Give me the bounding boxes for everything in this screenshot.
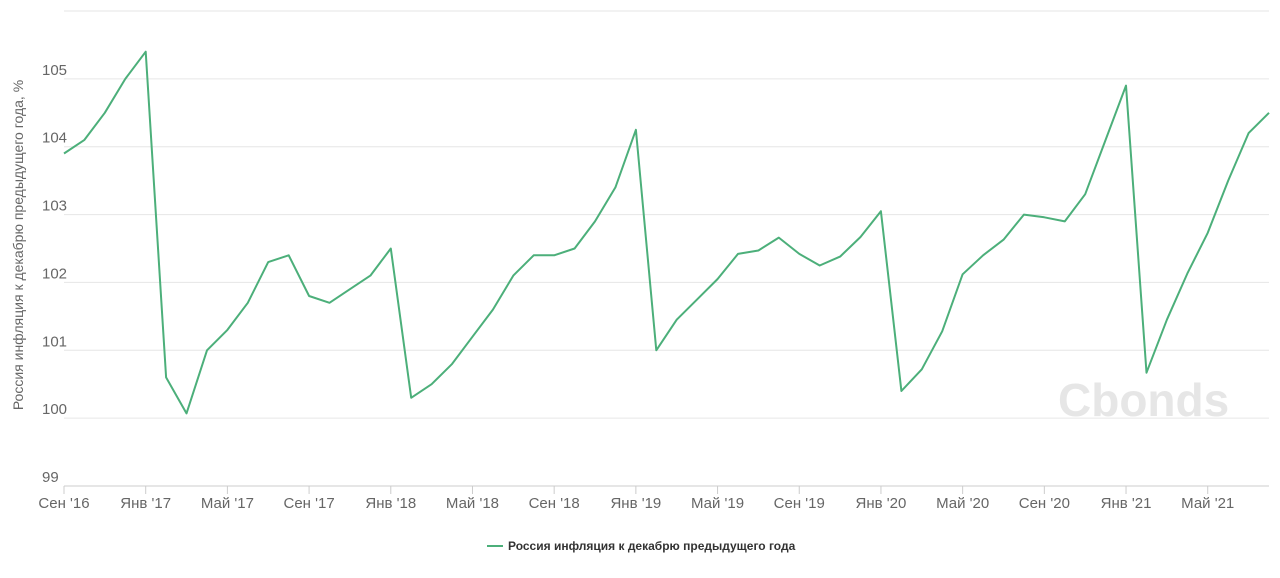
data-point[interactable] [222,325,232,335]
x-tick-label: Май '19 [691,495,744,512]
data-point[interactable] [999,235,1009,245]
data-point[interactable] [202,345,212,355]
data-point[interactable] [59,149,69,159]
data-point[interactable] [1264,108,1274,118]
data-point[interactable] [1060,216,1070,226]
data-point[interactable] [1019,210,1029,220]
y-tick-label: 104 [42,130,67,147]
data-point[interactable] [1080,189,1090,199]
x-tick-label: Май '17 [201,495,254,512]
y-tick-label: 105 [42,62,67,79]
data-point[interactable] [570,244,580,254]
data-point[interactable] [937,326,947,336]
x-tick-label: Янв '18 [365,495,416,512]
data-point[interactable] [263,257,273,267]
data-point[interactable] [1162,315,1172,325]
data-point[interactable] [590,216,600,226]
data-point[interactable] [794,249,804,259]
x-tick-label: Сен '20 [1019,495,1070,512]
data-point[interactable] [692,294,702,304]
y-tick-label: 99 [42,469,59,486]
data-point[interactable] [896,386,906,396]
data-point[interactable] [345,284,355,294]
data-point[interactable] [325,298,335,308]
data-point[interactable] [1039,212,1049,222]
data-point[interactable] [243,298,253,308]
x-tick-label: Май '18 [446,495,499,512]
data-point[interactable] [1142,368,1152,378]
x-tick-label: Янв '21 [1101,495,1152,512]
data-point[interactable] [386,244,396,254]
data-point[interactable] [978,250,988,260]
y-axis-label: Россия инфляция к декабрю предыдущего го… [10,80,26,410]
data-point[interactable] [672,315,682,325]
data-point[interactable] [427,379,437,389]
data-point[interactable] [284,250,294,260]
data-point[interactable] [1223,176,1233,186]
data-point[interactable] [774,233,784,243]
x-tick-label: Сен '18 [529,495,580,512]
data-point[interactable] [1101,135,1111,145]
x-axis: Сен '16 Янв '17 Май '17 Сен '17 Янв '18 Май '… [38,485,1269,512]
data-point[interactable] [651,345,661,355]
x-tick-label: Янв '17 [120,495,171,512]
data-point[interactable] [447,359,457,369]
x-tick-label: Май '20 [936,495,989,512]
series-layer [59,47,1274,418]
data-point[interactable] [508,271,518,281]
data-point[interactable] [161,372,171,382]
data-point[interactable] [529,250,539,260]
data-point[interactable] [1203,228,1213,238]
y-axis-ticks: 99 100 101 102 103 104 105 [42,62,67,486]
data-point[interactable] [488,305,498,315]
data-point[interactable] [468,332,478,342]
y-tick-label: 101 [42,333,67,350]
data-point[interactable] [100,108,110,118]
legend[interactable]: Россия инфляция к декабрю предыдущего го… [487,539,796,553]
data-point[interactable] [733,249,743,259]
data-point[interactable] [835,252,845,262]
data-point[interactable] [549,250,559,260]
cbonds-watermark: Cbonds [1058,374,1229,426]
data-point[interactable] [856,232,866,242]
data-point[interactable] [610,182,620,192]
x-tick-label: Май '21 [1181,495,1234,512]
data-point[interactable] [79,135,89,145]
data-point[interactable] [182,408,192,418]
data-point[interactable] [713,274,723,284]
data-point[interactable] [304,291,314,301]
data-point[interactable] [631,125,641,135]
x-tick-label: Янв '20 [856,495,907,512]
data-point[interactable] [753,246,763,256]
data-point[interactable] [815,261,825,271]
data-point[interactable] [1182,269,1192,279]
data-point[interactable] [917,364,927,374]
x-tick-label: Сен '19 [774,495,825,512]
x-tick-label: Сен '17 [283,495,334,512]
legend-label[interactable]: Россия инфляция к декабрю предыдущего го… [508,539,796,553]
data-point[interactable] [876,206,886,216]
data-point[interactable] [141,47,151,57]
x-tick-label: Янв '19 [610,495,661,512]
series-line[interactable] [63,50,1270,415]
data-point[interactable] [406,393,416,403]
data-point[interactable] [958,269,968,279]
gridlines [64,10,1269,419]
data-point[interactable] [365,271,375,281]
y-tick-label: 102 [42,265,67,282]
data-point[interactable] [120,74,130,84]
x-tick-label: Сен '16 [38,495,89,512]
y-tick-label: 100 [42,401,67,418]
data-point[interactable] [1121,81,1131,91]
data-point[interactable] [1244,128,1254,138]
y-tick-label: 103 [42,198,67,215]
